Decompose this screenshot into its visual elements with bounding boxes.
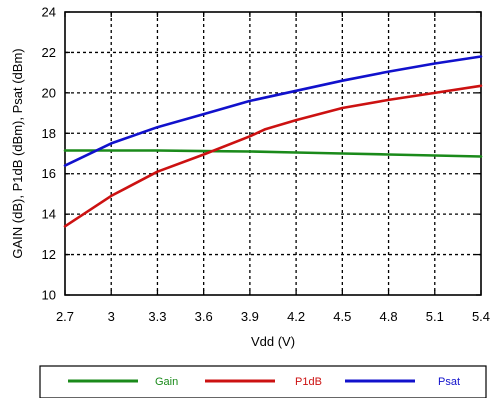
y-tick-label: 24 [42, 5, 56, 20]
x-tick-label: 3 [108, 309, 115, 324]
y-tick-label: 18 [42, 126, 56, 141]
plot-area-frame [64, 11, 482, 296]
series-line-p1db [63, 84, 483, 228]
y-axis-label: GAIN (dB), P1dB (dBm), Psat (dBm) [10, 48, 25, 258]
y-tick-label: 20 [42, 85, 56, 100]
y-tick-label: 12 [42, 247, 56, 262]
series-line-gain [63, 149, 483, 158]
series-line-psat [63, 55, 483, 167]
series-lines [63, 55, 483, 228]
x-axis-label: Vdd (V) [251, 334, 295, 349]
legend-label-psat: Psat [438, 376, 460, 388]
legend: Gain P1dB Psat [39, 365, 487, 398]
y-tick-label: 10 [42, 288, 56, 303]
x-tick-label: 3.3 [148, 309, 166, 324]
legend-label-gain: Gain [155, 376, 178, 388]
x-tick-label: 5.1 [426, 309, 444, 324]
grid [65, 12, 481, 295]
x-tick-label: 5.4 [472, 309, 490, 324]
y-tick-label: 16 [42, 166, 56, 181]
legend-label-p1db: P1dB [295, 376, 322, 388]
x-tick-label: 3.6 [195, 309, 213, 324]
x-tick-label: 3.9 [241, 309, 259, 324]
y-tick-label: 14 [42, 207, 56, 222]
x-tick-label: 4.5 [333, 309, 351, 324]
x-tick-label: 4.2 [287, 309, 305, 324]
y-tick-label: 22 [42, 45, 56, 60]
x-tick-label: 4.8 [380, 309, 398, 324]
x-tick-label: 2.7 [56, 309, 74, 324]
y-axis-ticks: 10 12 14 16 18 20 22 24 [42, 5, 481, 303]
x-axis-ticks: 2.7 3 3.3 3.6 3.9 4.2 4.5 4.8 5.1 5.4 [56, 12, 490, 324]
